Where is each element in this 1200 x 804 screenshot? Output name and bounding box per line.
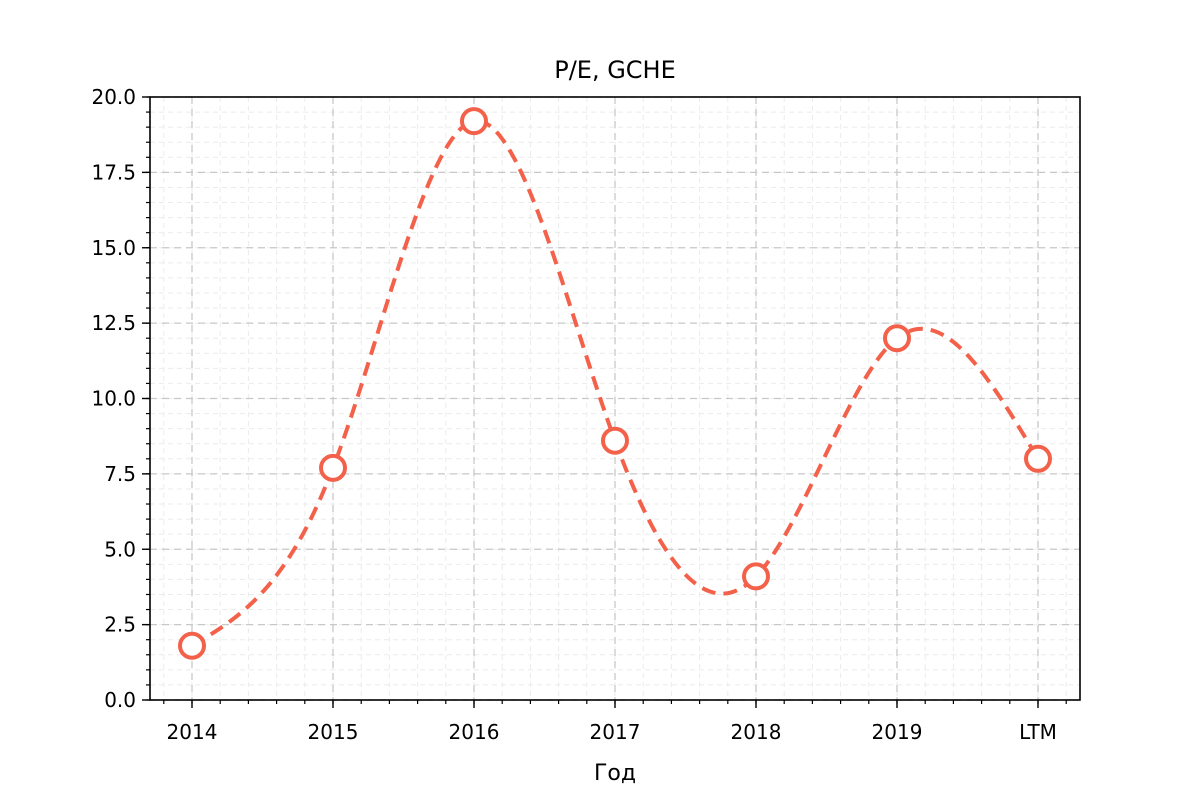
- y-tick-label: 2.5: [104, 613, 136, 637]
- y-tick-label: 7.5: [104, 462, 136, 486]
- y-tick-label: 17.5: [91, 160, 136, 184]
- x-axis-label: Год: [594, 761, 636, 786]
- data-point-marker: [178, 631, 206, 660]
- x-tick-label: 2017: [590, 720, 641, 744]
- data-point-marker: [1024, 444, 1052, 473]
- y-tick-label: 0.0: [104, 688, 136, 712]
- x-tick-label: 2014: [167, 720, 218, 744]
- x-tick-label: 2018: [731, 720, 782, 744]
- y-axis-tick-labels: 0.0 2.5 5.0 7.5 10.0 12.5 15.0 17.5 20.0: [91, 85, 136, 712]
- x-tick-label: 2019: [872, 720, 923, 744]
- x-tick-label: 2016: [449, 720, 500, 744]
- data-point-marker: [319, 453, 347, 482]
- series-layer: [178, 107, 1052, 660]
- data-point-marker: [742, 562, 770, 591]
- x-axis-tick-labels: 2014 2015 2016 2017 2018 2019 LTM: [167, 720, 1057, 744]
- chart-title: P/E, GCHE: [554, 56, 676, 84]
- x-tick-label: 2015: [308, 720, 359, 744]
- data-point-marker: [460, 107, 488, 136]
- axis-ticks: [142, 96, 1067, 708]
- y-tick-label: 12.5: [91, 311, 136, 335]
- y-tick-label: 5.0: [104, 537, 136, 561]
- x-tick-label: LTM: [1019, 720, 1057, 744]
- data-point-marker: [883, 324, 911, 353]
- y-tick-label: 10.0: [91, 387, 136, 411]
- y-tick-label: 20.0: [91, 85, 136, 109]
- y-tick-label: 15.0: [91, 236, 136, 260]
- data-point-marker: [601, 426, 629, 455]
